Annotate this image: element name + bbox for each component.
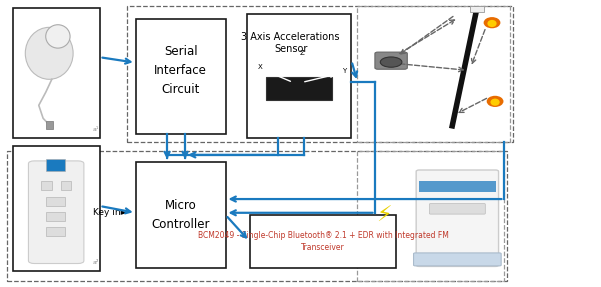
Bar xyxy=(13,8,100,138)
FancyBboxPatch shape xyxy=(416,170,499,266)
FancyBboxPatch shape xyxy=(413,253,501,266)
Ellipse shape xyxy=(25,27,73,79)
FancyBboxPatch shape xyxy=(419,181,496,192)
Bar xyxy=(136,19,225,133)
Bar xyxy=(469,6,484,12)
Ellipse shape xyxy=(484,17,501,28)
Text: 3 Axis Accelerations
Sensor: 3 Axis Accelerations Sensor xyxy=(242,32,340,54)
Bar xyxy=(358,6,510,142)
FancyBboxPatch shape xyxy=(266,77,332,100)
Text: Key in►: Key in► xyxy=(93,208,127,217)
FancyBboxPatch shape xyxy=(28,161,84,263)
Bar xyxy=(46,121,53,129)
Bar xyxy=(13,146,100,271)
FancyBboxPatch shape xyxy=(430,203,485,214)
Ellipse shape xyxy=(490,98,499,106)
Text: Y: Y xyxy=(342,68,346,74)
Text: ⚡: ⚡ xyxy=(376,205,392,226)
Bar xyxy=(249,215,397,268)
Bar xyxy=(46,159,65,171)
Text: X: X xyxy=(258,64,263,70)
FancyBboxPatch shape xyxy=(375,52,407,69)
Text: BCM2049 - Single-Chip Bluetooth® 2.1 + EDR with Integrated FM
Transceiver: BCM2049 - Single-Chip Bluetooth® 2.1 + E… xyxy=(198,231,448,252)
Circle shape xyxy=(380,57,402,67)
Bar xyxy=(61,181,71,190)
Ellipse shape xyxy=(487,20,496,27)
Text: Serial
Interface
Circuit: Serial Interface Circuit xyxy=(154,45,207,96)
Bar xyxy=(127,6,513,142)
Ellipse shape xyxy=(487,96,504,107)
Bar xyxy=(358,151,504,281)
Ellipse shape xyxy=(46,25,70,48)
Text: Z: Z xyxy=(299,50,305,56)
Bar xyxy=(136,162,225,268)
Text: a²: a² xyxy=(93,260,99,265)
Text: a¹: a¹ xyxy=(93,127,99,132)
Bar xyxy=(46,212,65,221)
Text: Micro
Controller: Micro Controller xyxy=(151,199,210,231)
Bar xyxy=(41,181,52,190)
Bar xyxy=(246,13,352,138)
Bar xyxy=(7,151,507,281)
Bar xyxy=(46,197,65,206)
Bar xyxy=(46,227,65,236)
